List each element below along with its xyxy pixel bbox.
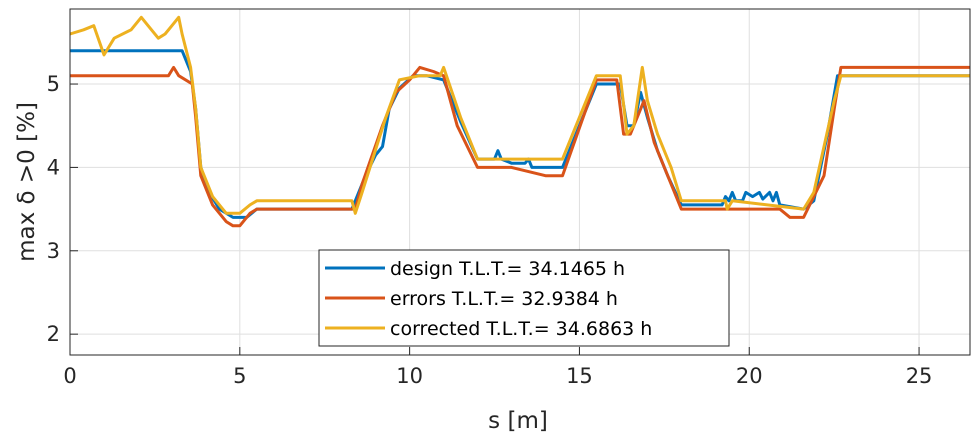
legend-label-3: corrected T.L.T.= 34.6863 h <box>390 318 652 340</box>
x-tick-label: 5 <box>233 364 246 388</box>
y-tick-label: 4 <box>47 155 60 179</box>
legend-box <box>318 249 730 347</box>
legend: design T.L.T.= 34.1465 h errors T.L.T.= 3… <box>318 249 730 347</box>
x-tick-label: 20 <box>736 364 763 388</box>
legend-label-1: design T.L.T.= 34.1465 h <box>390 258 625 280</box>
x-axis-label: s [m] <box>488 408 548 434</box>
x-tick-label: 25 <box>906 364 933 388</box>
x-tick-label: 15 <box>566 364 593 388</box>
series-line-3 <box>69 15 970 215</box>
x-tick-label: 0 <box>63 364 76 388</box>
series-line-2 <box>70 65 970 228</box>
legend-items: design T.L.T.= 34.1465 h errors T.L.T.= 3… <box>325 258 652 340</box>
plot-border <box>69 8 971 356</box>
series-layer <box>69 15 970 228</box>
y-tick-label: 3 <box>47 239 60 263</box>
ticks: 0 5 10 15 20 25 2 3 4 5 <box>47 72 933 388</box>
y-axis-label: max δ >0 [%] <box>14 102 40 262</box>
y-tick-label: 2 <box>47 322 60 346</box>
x-tick-label: 10 <box>396 364 423 388</box>
legend-label-2: errors T.L.T.= 32.9384 h <box>390 288 618 310</box>
y-tick-label: 5 <box>47 72 60 96</box>
